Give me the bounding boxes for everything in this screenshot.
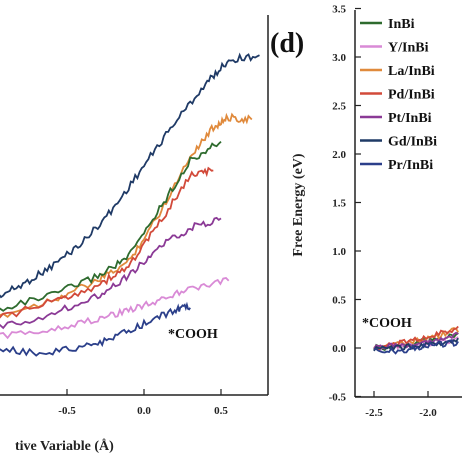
panel-d-series [373, 325, 459, 355]
panel-c-series [0, 52, 260, 357]
panel-d-y-tick-label: 2.0 [332, 149, 346, 161]
legend-label: Pt/InBi [388, 111, 432, 126]
legend-label: Pd/InBi [388, 88, 435, 103]
panel-c-series-line [0, 112, 253, 318]
panel-c-series-line [0, 166, 214, 319]
panel-c-x-tick-label: 0.5 [214, 405, 228, 417]
panel-d-y-ticks: -0.5 0.0 0.5 1.0 1.5 2.0 2.5 3.0 3.5 [329, 4, 361, 404]
panel-d-y-tick-label: 3.0 [332, 52, 346, 64]
panel-c-series-line [0, 301, 191, 357]
panel-d-y-tick-label: 0.0 [332, 343, 346, 355]
panel-d-y-tick-label: 3.5 [332, 4, 346, 16]
panel-d-y-tick-label: 1.5 [332, 198, 346, 210]
panel-d-label: (d) [270, 28, 304, 59]
legend-label: Gd/InBi [388, 135, 437, 150]
legend-label: InBi [388, 17, 415, 32]
legend-label: Pr/InBi [388, 158, 433, 173]
panel-c-series-line [0, 216, 222, 330]
panel-d: (d) -0.50.00.51.01.52.02.53.03.5 -2.5 -2.… [270, 4, 462, 419]
legend-label: Y/InBi [388, 41, 429, 56]
panel-c-x-ticks: -0.5 0.0 0.5 [58, 389, 228, 417]
panel-d-x-ticks: -2.5 -2.0 [365, 391, 437, 419]
panel-d-annotation: *COOH [362, 316, 412, 331]
panel-d-y-tick-label: 2.5 [332, 101, 346, 113]
panel-d-x-tick-label: -2.5 [365, 407, 383, 419]
panel-c: -0.5 0.0 0.5 *COOH tive Variable (Å) [0, 15, 269, 454]
panel-d-series-line [373, 339, 459, 355]
panel-d-legend: InBi Y/InBi La/InBi Pd/InBi Pt/InBi Gd/InBi Pr… [360, 17, 437, 173]
legend-label: La/InBi [388, 64, 435, 79]
panel-d-series-line [373, 331, 459, 350]
panel-d-y-axis-label: Free Energy (eV) [291, 153, 306, 256]
panel-d-y-tick-label: -0.5 [329, 392, 347, 404]
panel-c-x-tick-label: 0.0 [137, 405, 151, 417]
panel-c-series-line [0, 52, 260, 299]
panel-c-annotation: *COOH [168, 327, 218, 342]
panel-d-y-tick-label: 0.5 [332, 295, 346, 307]
panel-c-series-line [0, 140, 222, 312]
panel-c-series-line [0, 277, 230, 340]
panel-d-y-tick-label: 1.0 [332, 246, 346, 258]
panel-d-series-line [373, 337, 459, 352]
panel-c-x-axis-label: tive Variable (Å) [15, 438, 114, 454]
panel-c-x-tick-label: -0.5 [58, 405, 76, 417]
panel-d-x-tick-label: -2.0 [419, 407, 437, 419]
